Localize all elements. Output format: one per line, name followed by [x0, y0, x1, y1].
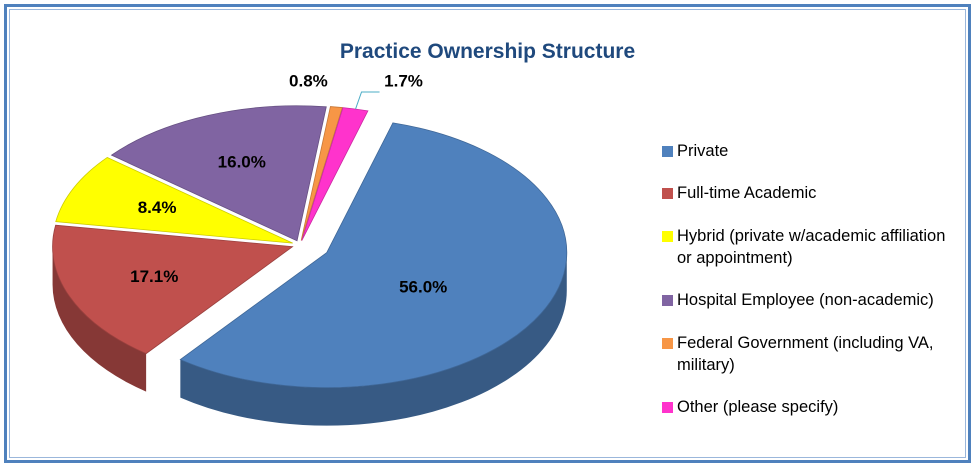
- legend-swatch: [662, 188, 673, 200]
- data-label: 8.4%: [138, 198, 177, 217]
- slice: [300, 106, 343, 241]
- slice-side: [180, 252, 567, 426]
- legend-swatch: [662, 337, 673, 349]
- legend-swatch: [662, 401, 673, 413]
- slice: [55, 157, 293, 244]
- legend-label: Private: [677, 142, 729, 160]
- legend-item: Other (please specify): [662, 396, 962, 418]
- data-label: 1.7%: [384, 71, 423, 90]
- slice-side: [52, 246, 147, 392]
- legend-swatch: [662, 146, 673, 157]
- legend-swatch: [662, 230, 673, 242]
- leader-line: [355, 91, 380, 110]
- legend-swatch: [662, 295, 673, 307]
- slice: [179, 122, 568, 388]
- legend-label: Other (please specify): [677, 397, 839, 416]
- data-label: 0.8%: [289, 71, 328, 90]
- data-label: 17.1%: [130, 267, 178, 286]
- legend-item: Hybrid (private w/academic affiliation o…: [662, 225, 962, 269]
- legend-item: Full-time Academic: [662, 182, 962, 204]
- legend-label: Full-time Academic: [677, 184, 817, 203]
- legend-item: Hospital Employee (non-academic): [662, 289, 962, 311]
- chart-frame: [4, 4, 971, 463]
- legend-label: Federal Government (including VA, milita…: [677, 333, 934, 374]
- data-label: 16.0%: [218, 153, 266, 172]
- slice: [52, 224, 294, 355]
- legend-item: Federal Government (including VA, milita…: [662, 332, 962, 376]
- legend-label: Hospital Employee (non-academic): [677, 291, 934, 310]
- chart-title: Practice Ownership Structure: [339, 40, 636, 63]
- legend-label: Hybrid (private w/academic affiliation o…: [677, 226, 946, 267]
- legend-item: Private: [662, 140, 962, 162]
- data-label: 56.0%: [399, 277, 447, 296]
- slice: [110, 105, 327, 242]
- legend: Private Full-time Academic Hybrid (private…: [662, 140, 962, 418]
